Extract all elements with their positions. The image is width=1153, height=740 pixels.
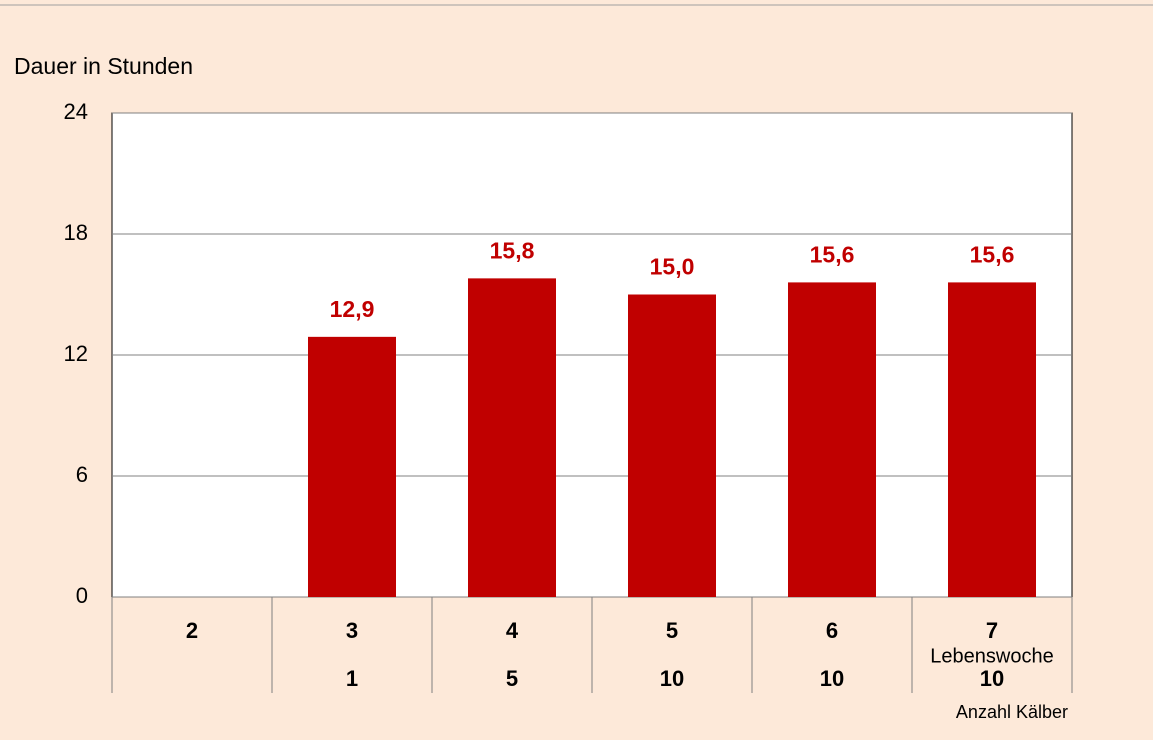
count-value: 10 <box>660 666 684 691</box>
y-axis-label: Dauer in Stunden <box>14 53 193 79</box>
count-value: 1 <box>346 666 358 691</box>
x-tick-label: 5 <box>666 618 678 643</box>
count-value: 5 <box>506 666 518 691</box>
y-tick-label: 24 <box>64 99 88 124</box>
count-value: 10 <box>820 666 844 691</box>
x-axis-label: Lebenswoche <box>930 645 1053 667</box>
bar <box>468 278 556 597</box>
bar <box>948 282 1036 597</box>
bar <box>628 294 716 597</box>
x-tick-label: 6 <box>826 618 838 643</box>
bar <box>788 282 876 597</box>
x-tick-label: 2 <box>186 618 198 643</box>
y-tick-label: 0 <box>76 583 88 608</box>
y-tick-label: 12 <box>64 341 88 366</box>
x-tick-label: 3 <box>346 618 358 643</box>
value-label: 15,6 <box>810 241 855 267</box>
value-label: 15,8 <box>490 237 535 263</box>
bar <box>308 336 396 597</box>
x-tick-label: 4 <box>506 618 519 643</box>
x-tick-label: 7 <box>986 618 998 643</box>
value-label: 12,9 <box>330 296 375 322</box>
y-tick-label: 6 <box>76 462 88 487</box>
value-label: 15,0 <box>650 254 695 280</box>
value-label: 15,6 <box>970 241 1015 267</box>
count-value: 10 <box>980 666 1004 691</box>
count-label: Anzahl Kälber <box>956 702 1068 722</box>
y-tick-label: 18 <box>64 220 88 245</box>
